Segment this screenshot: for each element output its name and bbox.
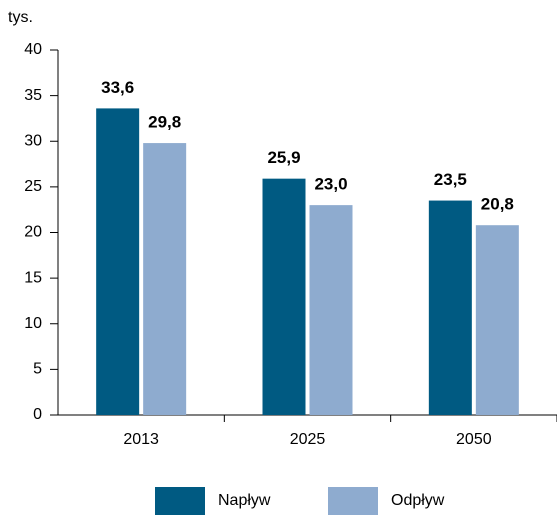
y-axis-label: tys. [8,9,33,26]
data-label: 25,9 [267,148,300,167]
bar [428,200,472,415]
data-label: 23,0 [314,175,347,194]
y-tick-label: 5 [33,361,42,378]
legend-swatch [155,487,205,515]
y-tick-label: 40 [24,41,42,58]
x-tick-label: 2050 [456,431,492,448]
x-tick-label: 2013 [123,431,159,448]
legend-swatch [328,487,378,515]
y-tick-label: 15 [24,269,42,286]
y-tick-label: 25 [24,178,42,195]
y-tick-label: 20 [24,224,42,241]
bar [309,205,353,415]
y-tick-label: 0 [33,406,42,423]
y-tick-label: 35 [24,87,42,104]
bar [262,178,306,415]
bar [143,143,187,415]
y-tick-label: 10 [24,315,42,332]
legend-label: Napływ [218,492,271,509]
bar [96,108,140,416]
bar [475,225,519,415]
data-label: 23,5 [434,170,467,189]
x-tick-label: 2025 [290,431,326,448]
data-label: 29,8 [148,113,181,132]
data-label: 33,6 [101,78,134,97]
legend-label: Odpływ [391,492,445,509]
y-tick-label: 30 [24,132,42,149]
data-label: 20,8 [481,195,514,214]
